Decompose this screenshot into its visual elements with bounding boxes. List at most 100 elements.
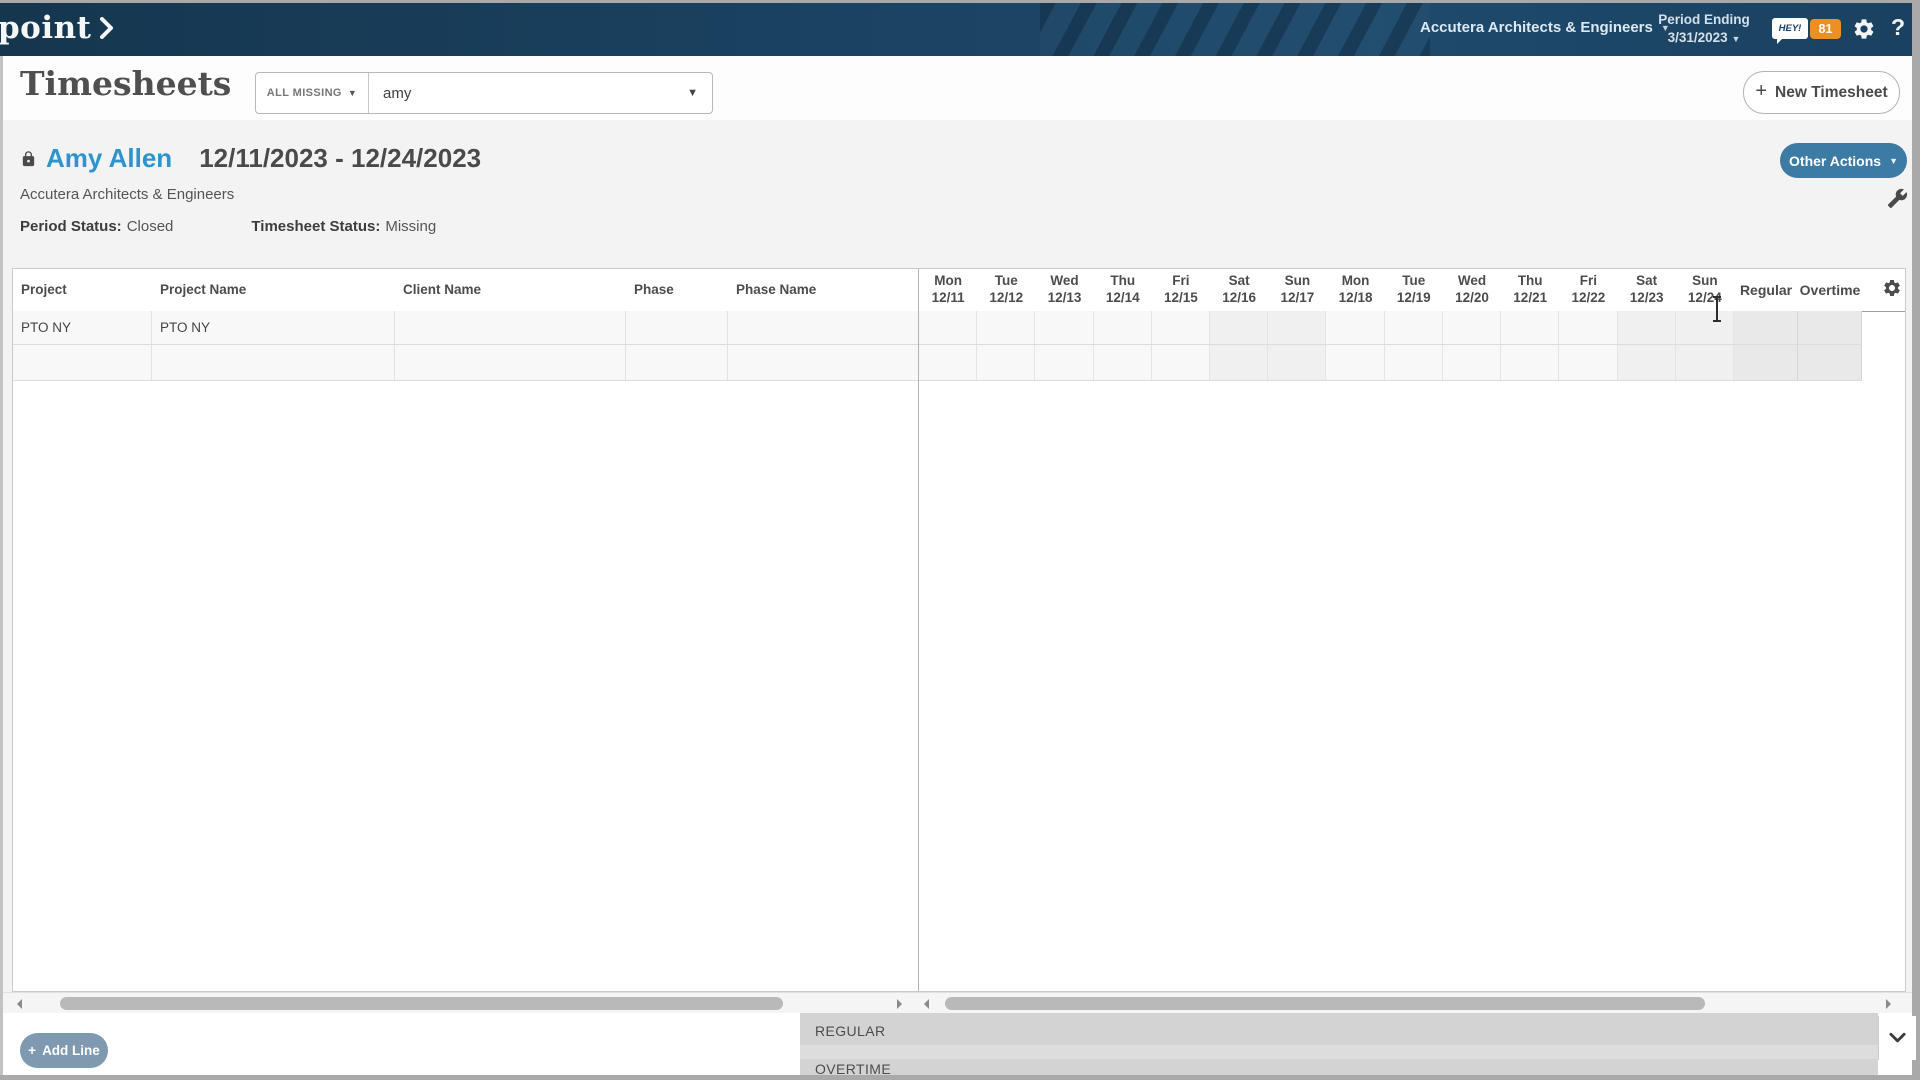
total-column-header: Regular <box>1739 282 1793 298</box>
day-cell[interactable] <box>1094 345 1152 380</box>
day-panel-hscrollbar[interactable] <box>920 993 1895 1014</box>
day-cell[interactable] <box>1675 311 1734 344</box>
day-cell[interactable] <box>1443 345 1502 380</box>
day-cell[interactable] <box>1675 345 1734 380</box>
day-cell[interactable] <box>1152 345 1211 380</box>
day-cell[interactable] <box>1501 345 1560 380</box>
day-cell[interactable] <box>1559 345 1618 380</box>
scrollbar-thumb[interactable] <box>60 997 783 1010</box>
day-cell[interactable] <box>1210 311 1269 344</box>
day-cell[interactable] <box>1268 311 1327 344</box>
day-cell[interactable] <box>919 311 978 344</box>
total-cell-overtime[interactable] <box>1798 345 1862 380</box>
summary-overtime-label: OVERTIME <box>815 1061 892 1077</box>
app-logo[interactable]: point <box>0 10 114 46</box>
day-cell[interactable] <box>919 345 978 380</box>
window-frame-bottom <box>0 1075 1920 1080</box>
timesheet-status-label: Timesheet Status: <box>251 218 381 235</box>
cell-project_name[interactable] <box>152 345 395 380</box>
chevron-down-icon: ▼ <box>687 87 698 99</box>
collapse-summary-button[interactable] <box>1878 1016 1916 1060</box>
lock-icon <box>22 150 35 166</box>
chevron-down-icon: ▼ <box>1660 22 1670 33</box>
total-cell-regular[interactable] <box>1734 345 1798 380</box>
column-header: Client Name <box>403 282 482 297</box>
day-cell[interactable] <box>1210 345 1269 380</box>
add-line-button[interactable]: + Add Line <box>20 1033 108 1068</box>
wrench-tools-icon[interactable] <box>1887 188 1908 209</box>
top-nav-bar: point Accutera Architects & Engineers ▼ … <box>0 3 1912 56</box>
scroll-right-arrow[interactable] <box>897 999 902 1009</box>
day-cell[interactable] <box>1326 311 1385 344</box>
help-icon[interactable]: ? <box>1891 14 1906 40</box>
logo-chevron-icon <box>99 17 113 39</box>
scroll-left-arrow[interactable] <box>924 999 929 1009</box>
grid-header-row: Project Project Name Client Name Phase Phase… <box>13 269 1905 312</box>
chevron-down-icon <box>1889 1032 1906 1043</box>
day-cell[interactable] <box>977 345 1036 380</box>
window-frame-left <box>0 56 3 1075</box>
topbar-pattern-decoration <box>1040 3 1430 56</box>
hey-message-bubble-icon[interactable]: HEY! <box>1772 18 1808 44</box>
cell-phase_name[interactable] <box>728 345 919 380</box>
timesheet-filter-control: ALL MISSING ▼ amy ▼ <box>255 72 713 114</box>
hey-text: HEY! <box>1778 23 1802 34</box>
scroll-left-arrow[interactable] <box>17 999 22 1009</box>
timesheet-status: Timesheet Status: Missing <box>251 218 436 235</box>
cell-client_name[interactable] <box>395 345 626 380</box>
day-cell[interactable] <box>977 311 1036 344</box>
day-cell[interactable] <box>1094 311 1152 344</box>
scrollbar-thumb[interactable] <box>945 997 1705 1010</box>
column-header: Project Name <box>160 282 247 297</box>
frozen-panel-divider <box>918 269 919 991</box>
day-cell[interactable] <box>1617 311 1676 344</box>
totals-summary-panel: REGULAR OVERTIME <box>800 1013 1878 1077</box>
day-cell[interactable] <box>1152 311 1211 344</box>
day-cell[interactable] <box>1617 345 1676 380</box>
day-cell[interactable] <box>1268 345 1327 380</box>
settings-gear-icon[interactable] <box>1852 17 1876 41</box>
day-cell[interactable] <box>1559 311 1618 344</box>
total-cell-overtime[interactable] <box>1798 311 1862 344</box>
scrollbar-row <box>3 992 1912 1013</box>
column-settings-gear-icon[interactable] <box>1882 278 1902 298</box>
cell-project_name[interactable]: PTO NY <box>152 311 395 344</box>
status-line: Period Status: Closed Timesheet Status: … <box>20 218 436 235</box>
day-cell[interactable] <box>1501 311 1560 344</box>
person-filter-dropdown[interactable]: amy ▼ <box>369 73 712 113</box>
window-frame-top <box>0 0 1920 3</box>
day-cell[interactable] <box>1035 345 1094 380</box>
column-header: Phase <box>634 282 674 297</box>
cell-client_name[interactable] <box>395 311 626 344</box>
left-panel-hscrollbar[interactable] <box>13 993 908 1014</box>
timesheet-row: PTO NY PTO NY <box>13 311 1862 345</box>
other-actions-button[interactable]: Other Actions ▼ <box>1780 143 1907 178</box>
chevron-down-icon: ▼ <box>347 88 358 98</box>
cell-project[interactable] <box>13 345 152 380</box>
day-cell[interactable] <box>1385 311 1443 344</box>
cell-phase[interactable] <box>626 345 728 380</box>
day-column-header: Wed 12/20 <box>1455 273 1489 305</box>
day-cell[interactable] <box>1385 345 1443 380</box>
day-cell[interactable] <box>1326 345 1385 380</box>
new-timesheet-button[interactable]: + New Timesheet <box>1743 71 1900 114</box>
cell-project[interactable]: PTO NY <box>13 311 152 344</box>
day-cell[interactable] <box>1443 311 1502 344</box>
cell-phase[interactable] <box>626 311 728 344</box>
scroll-right-arrow[interactable] <box>1886 999 1891 1009</box>
period-status-value: Closed <box>126 218 174 235</box>
other-actions-label: Other Actions <box>1789 152 1882 169</box>
org-selector[interactable]: Accutera Architects & Engineers ▼ <box>1420 19 1670 36</box>
period-ending-value: 3/31/2023 <box>1667 30 1728 45</box>
status-filter-dropdown[interactable]: ALL MISSING ▼ <box>256 73 369 113</box>
cell-phase_name[interactable] <box>728 311 919 344</box>
day-column-header: Sat 12/16 <box>1222 273 1257 305</box>
notification-count: 81 <box>1818 22 1833 36</box>
period-ending-selector[interactable]: Period Ending 3/31/2023 ▼ <box>1650 11 1758 48</box>
total-cell-regular[interactable] <box>1734 311 1798 344</box>
notification-count-badge[interactable]: 81 <box>1810 19 1841 39</box>
employee-name-link[interactable]: Amy Allen <box>46 143 173 173</box>
page-toolbar: Timesheets ALL MISSING ▼ amy ▼ + New Tim… <box>3 56 1912 120</box>
day-cell[interactable] <box>1035 311 1094 344</box>
